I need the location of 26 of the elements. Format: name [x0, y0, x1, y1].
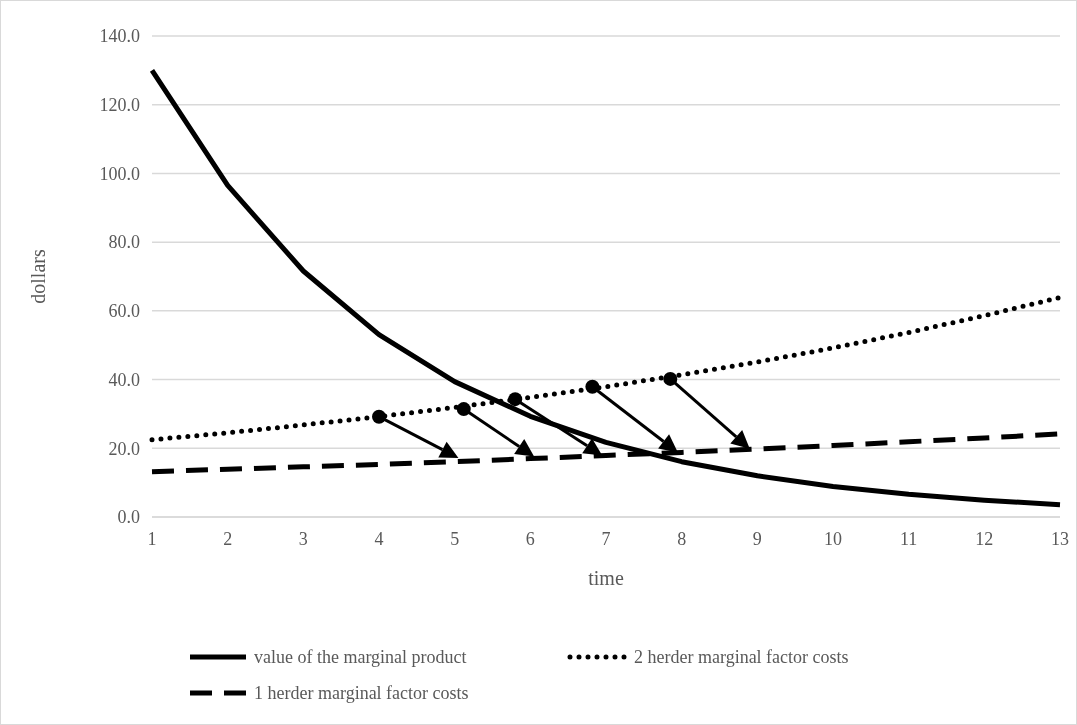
x-tick-label: 2 [223, 529, 233, 549]
legend-label: 1 herder marginal factor costs [254, 683, 469, 704]
x-axis-title: time [588, 567, 624, 589]
x-tick-label: 9 [752, 529, 762, 549]
x-tick-label: 13 [1051, 529, 1069, 549]
x-tick-label: 7 [601, 529, 611, 549]
x-tick-label: 1 [147, 529, 157, 549]
y-axis-title: dollars [27, 249, 49, 304]
y-tick-label: 40.0 [108, 369, 140, 390]
x-tick-label: 11 [899, 529, 918, 549]
y-tick-label: 120.0 [99, 95, 140, 116]
y-tick-label: 140.0 [99, 26, 140, 47]
x-tick-label: 3 [298, 529, 308, 549]
y-tick-label: 60.0 [108, 301, 140, 322]
x-tick-label: 4 [374, 529, 384, 549]
y-tick-label: 80.0 [108, 232, 140, 253]
x-tick-label: 8 [677, 529, 687, 549]
legend-label: value of the marginal product [254, 647, 467, 668]
y-tick-label: 0.0 [117, 507, 140, 528]
x-tick-label: 6 [525, 529, 535, 549]
x-tick-label: 5 [450, 529, 460, 549]
x-tick-label: 10 [824, 529, 842, 549]
y-tick-label: 100.0 [99, 163, 140, 184]
x-tick-label: 12 [975, 529, 994, 549]
legend-label: 2 herder marginal factor costs [634, 647, 849, 668]
y-tick-label: 20.0 [108, 438, 140, 459]
